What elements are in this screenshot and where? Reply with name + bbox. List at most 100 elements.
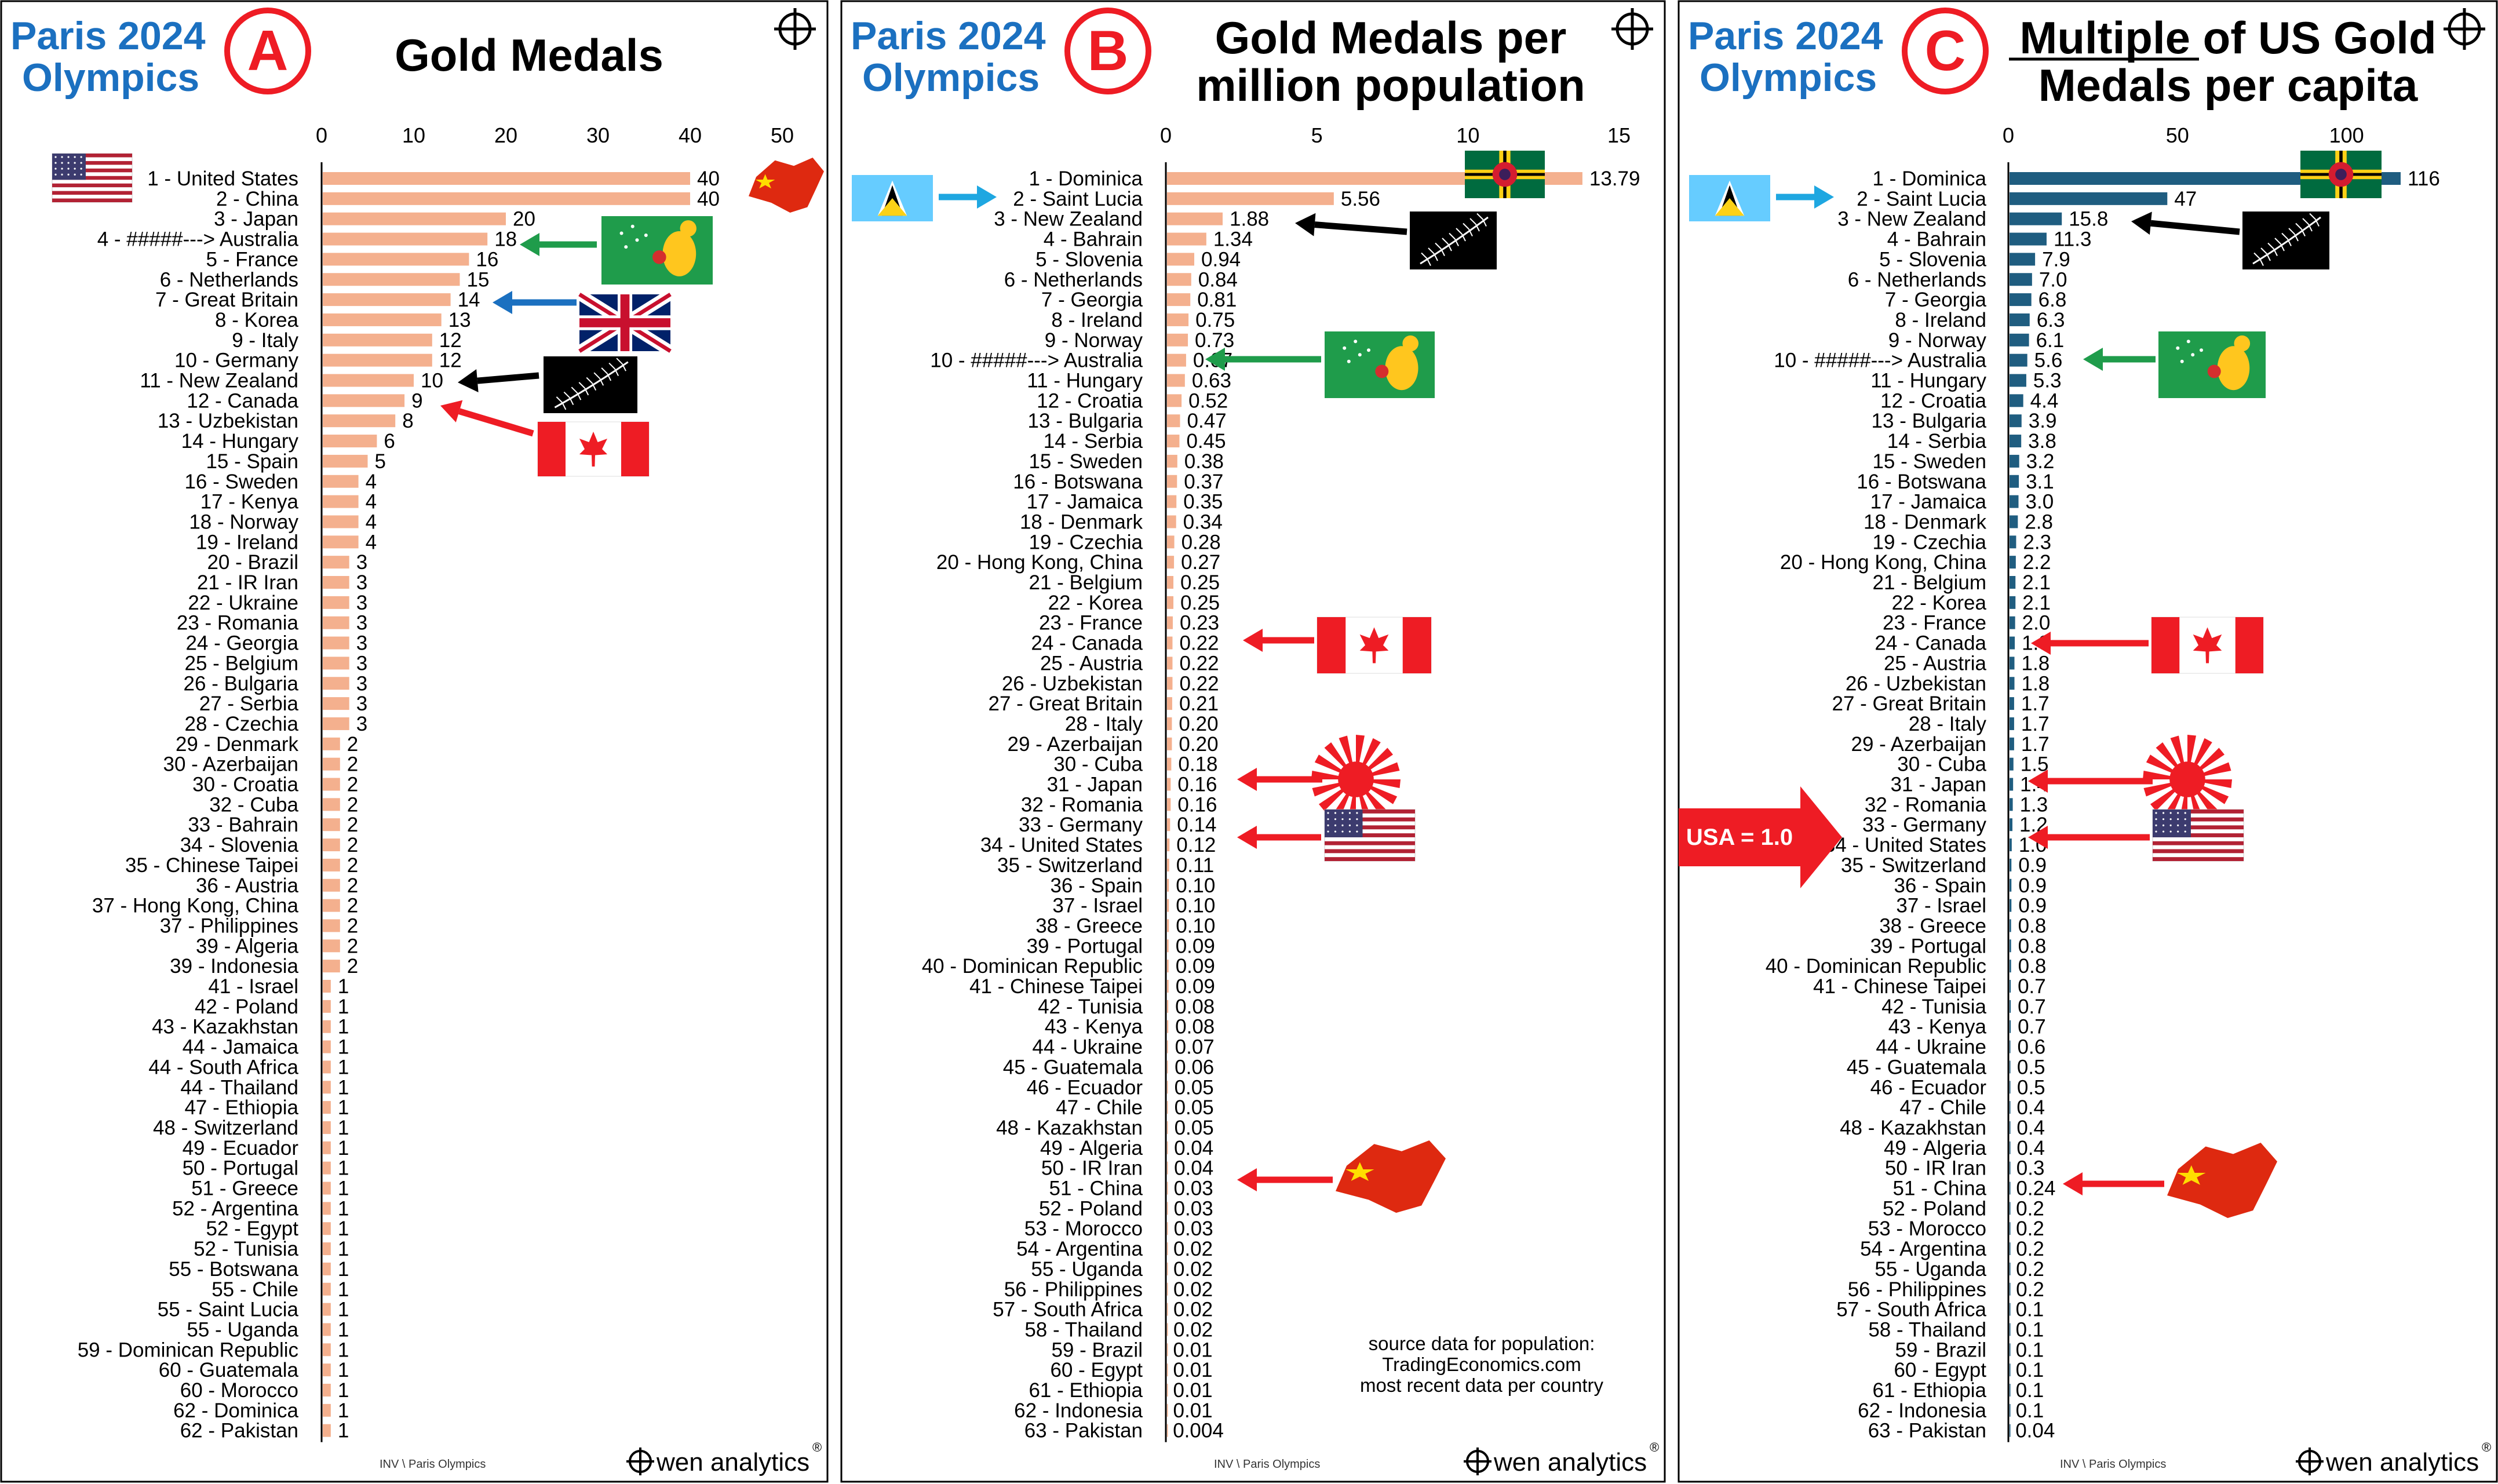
badge-letter: C (1925, 19, 1966, 82)
pointer-arrow-head (1237, 1168, 1257, 1191)
bar (2010, 1040, 2011, 1053)
bar (323, 616, 349, 629)
fern-leaf (2266, 253, 2271, 261)
category-label: 15 - Sweden (1872, 450, 1986, 473)
value-label: 5.6 (2034, 349, 2063, 372)
category-label: 61 - Ethiopia (1029, 1379, 1143, 1402)
flag-star (54, 167, 57, 170)
value-label: 0.38 (1184, 450, 1224, 473)
category-label: 37 - Hong Kong, China (92, 895, 299, 917)
bar (323, 232, 488, 246)
category-label: 4 - #####---> Australia (97, 228, 299, 251)
category-label: 11 - Hungary (1027, 370, 1143, 392)
category-label: 5 - Slovenia (1879, 248, 1986, 271)
china-flag-icon (2167, 1143, 2277, 1218)
value-label: 1.8 (2022, 672, 2050, 695)
japan-flag-icon (1311, 735, 1401, 824)
value-label: 2.3 (2023, 531, 2051, 553)
bar (323, 1424, 331, 1437)
fern-leaf (2281, 232, 2288, 240)
value-label: 0.16 (1177, 793, 1217, 816)
bar (1167, 333, 1188, 347)
fern-leaf (1434, 253, 1438, 261)
bar (323, 596, 349, 609)
value-label: 16 (476, 248, 498, 271)
value-label: 0.05 (1175, 1117, 1214, 1139)
flag-star (2169, 824, 2172, 826)
value-label: 3 (356, 692, 367, 715)
category-label: 33 - Germany (1862, 814, 1986, 836)
flag-star (74, 156, 76, 158)
panel-frame (1678, 0, 2498, 1483)
category-label: 42 - Tunisia (1038, 996, 1143, 1018)
value-label: 0.2 (2016, 1258, 2044, 1281)
value-label: 2 (347, 955, 358, 978)
flag-star (80, 156, 82, 158)
x-tick-label: 10 (402, 123, 425, 147)
x-tick-label: 5 (1311, 123, 1323, 147)
flag-star (2155, 812, 2157, 814)
pointer-arrow-head (977, 185, 997, 209)
bar (1167, 576, 1174, 589)
category-label: 37 - Philippines (160, 914, 298, 937)
category-label: 9 - Italy (232, 329, 298, 352)
category-label: 30 - Cuba (1897, 753, 1986, 776)
flag-star (2184, 812, 2186, 814)
value-label: 0.02 (1173, 1258, 1213, 1281)
bar (2010, 616, 2015, 629)
bar (2010, 1424, 2011, 1437)
fern-leaf (2274, 238, 2281, 245)
bar (323, 1323, 331, 1336)
bar (2010, 1161, 2011, 1175)
flag-star (630, 224, 634, 228)
value-label: 1 (338, 1197, 349, 1220)
bar (2010, 394, 2023, 407)
flag-star (1347, 359, 1351, 363)
flag-stripe (52, 154, 132, 158)
bar (2010, 636, 2015, 650)
bar (1167, 1101, 1168, 1114)
value-label: 3 (356, 571, 367, 594)
value-label: 0.2 (2016, 1278, 2044, 1301)
chart-title-line: Multiple of US Gold (2019, 12, 2436, 63)
category-label: 28 - Czechia (185, 713, 299, 735)
category-label: 40 - Dominican Republic (1766, 955, 1986, 978)
bar (323, 677, 349, 690)
bar (1167, 677, 1173, 690)
china-star (2177, 1165, 2206, 1185)
flag-star (61, 162, 63, 164)
value-label: 0.04 (1174, 1157, 1213, 1180)
bar (2010, 1141, 2011, 1154)
bar (323, 212, 506, 225)
category-label: 4 - Bahrain (1887, 228, 1986, 251)
brand-name: wen analytics (2325, 1448, 2479, 1476)
category-label: 52 - Poland (1039, 1197, 1143, 1220)
value-label: 0.20 (1179, 733, 1218, 756)
fern-leaf (556, 396, 563, 403)
value-label: 2 (347, 895, 358, 917)
value-label: 0.004 (1173, 1420, 1224, 1442)
category-label: 61 - Ethiopia (1872, 1379, 1986, 1402)
fern-leaf (1469, 218, 1476, 225)
canada-flag-icon (537, 421, 650, 477)
bar (2010, 1262, 2011, 1275)
flag-star (2184, 830, 2186, 833)
value-label: 11.3 (2054, 228, 2092, 251)
fern-leaf (586, 377, 593, 384)
flag-star (2200, 348, 2203, 352)
flag-stripe (52, 191, 132, 195)
category-label: 29 - Denmark (176, 733, 299, 756)
fern-leaf (1428, 247, 1435, 254)
value-label: 1 (338, 1096, 349, 1119)
fern-leaf (1421, 252, 1428, 260)
bar (2010, 1323, 2011, 1336)
bar (2010, 858, 2012, 872)
badge-ring (1902, 8, 1989, 94)
fern-leaf (608, 362, 615, 370)
bar (323, 1343, 331, 1357)
category-label: 26 - Uzbekistan (1846, 672, 1986, 695)
bar (1167, 596, 1174, 609)
value-label: 0.03 (1174, 1217, 1213, 1240)
bar (323, 697, 349, 710)
